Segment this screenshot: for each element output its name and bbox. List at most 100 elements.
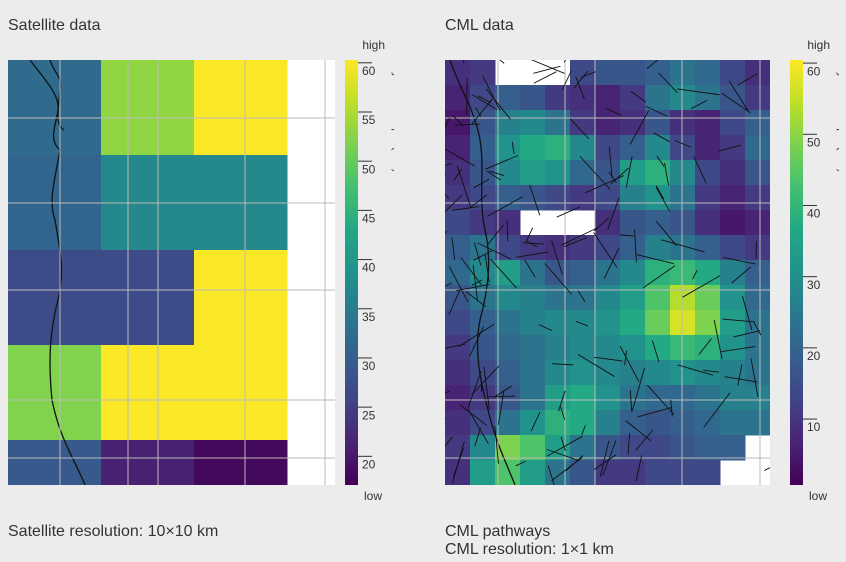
colorbar-tick-label: 35 [362, 310, 376, 324]
heatmap-cell [745, 410, 771, 436]
heatmap-cell [495, 310, 521, 336]
heatmap-cell [495, 285, 521, 311]
cml-pathway [419, 169, 448, 199]
heatmap-cell [545, 160, 571, 186]
heatmap-cell [520, 160, 546, 186]
heatmap-cell [745, 135, 771, 161]
heatmap-cell [620, 310, 646, 336]
colorbar-label: daily rainfall depth (mm) [391, 55, 403, 172]
heatmap-cell [595, 285, 621, 311]
heatmap-cell [570, 185, 596, 211]
heatmap-cell [194, 250, 288, 346]
heatmap-cell [445, 185, 471, 211]
heatmap-cell [595, 310, 621, 336]
colorbar-low: low [364, 489, 382, 503]
heatmap-cell [645, 85, 671, 111]
heatmap-cell [445, 310, 471, 336]
heatmap-cell [520, 185, 546, 211]
heatmap-cell [745, 235, 771, 261]
heatmap-cell [595, 60, 621, 86]
heatmap-cell [495, 260, 521, 286]
heatmap-cell [470, 360, 496, 386]
heatmap-cell [570, 385, 596, 411]
heatmap-cell [670, 210, 696, 236]
heatmap-cell [695, 110, 721, 136]
cml-pathway [413, 231, 447, 256]
heatmap-cell [8, 250, 102, 346]
heatmap-cell [470, 435, 496, 461]
heatmap-cell [695, 235, 721, 261]
heatmap-cell [570, 260, 596, 286]
heatmap-cell [595, 335, 621, 361]
heatmap-cell [570, 435, 596, 461]
heatmap-cell [645, 360, 671, 386]
heatmap-cell [495, 110, 521, 136]
heatmap-cell [745, 260, 771, 286]
heatmap-cell [620, 235, 646, 261]
heatmap-cell [670, 460, 696, 486]
heatmap-cell [595, 385, 621, 411]
heatmap-cell [445, 235, 471, 261]
heatmap-cell [495, 335, 521, 361]
heatmap-cell [545, 235, 571, 261]
heatmap-cell [695, 260, 721, 286]
colorbar-tick-label: 40 [807, 207, 821, 221]
heatmap-cell [520, 385, 546, 411]
heatmap-cell [670, 435, 696, 461]
heatmap-cell [695, 335, 721, 361]
heatmap-cell [670, 185, 696, 211]
heatmap-cell [695, 360, 721, 386]
heatmap-cell [194, 60, 288, 156]
heatmap-cell [520, 310, 546, 336]
heatmap-cell [194, 345, 288, 441]
cml-pathway [437, 175, 446, 197]
heatmap-cell [670, 135, 696, 161]
colorbar-tick-label: 10 [807, 420, 821, 434]
heatmap-cell [520, 410, 546, 436]
heatmap-cell [720, 185, 746, 211]
heatmap-cell [695, 185, 721, 211]
heatmap-cell [520, 235, 546, 261]
heatmap-cell [470, 235, 496, 261]
caption: Satellite resolution: 10×10 km [8, 523, 218, 540]
heatmap-cell [670, 160, 696, 186]
heatmap-cell [8, 345, 102, 441]
heatmap-cell [470, 135, 496, 161]
heatmap-cell [620, 85, 646, 111]
colorbar-tick-label: 30 [362, 359, 376, 373]
caption: CML pathways [445, 523, 550, 540]
heatmap-cell [620, 185, 646, 211]
heatmap-cell [620, 60, 646, 86]
cml-pathway [435, 220, 445, 229]
heatmap-cell [695, 85, 721, 111]
heatmap-cell [595, 210, 621, 236]
heatmap-cell [670, 110, 696, 136]
heatmap-cell [545, 460, 571, 486]
heatmap-cell [645, 235, 671, 261]
colorbar-high: high [807, 38, 830, 52]
heatmap-cell [620, 410, 646, 436]
colorbar-tick-label: 60 [807, 64, 821, 78]
heatmap-cell [745, 210, 771, 236]
heatmap-cell [545, 185, 571, 211]
caption: CML resolution: 1×1 km [445, 541, 614, 558]
panel-title: Satellite data [8, 17, 101, 34]
heatmap-cell [595, 235, 621, 261]
colorbar-tick-label: 45 [362, 212, 376, 226]
heatmap-cell [470, 460, 496, 486]
colorbar-tick-label: 60 [362, 64, 376, 78]
colorbar-tick-label: 40 [362, 261, 376, 275]
heatmap-cell [520, 435, 546, 461]
heatmap-cell [695, 435, 721, 461]
heatmap-cell [745, 85, 771, 111]
colorbar-tick-label: 20 [807, 349, 821, 363]
heatmap-cell [595, 160, 621, 186]
heatmap-cell [545, 135, 571, 161]
heatmap-cell [595, 185, 621, 211]
cml-pathway [507, 220, 508, 242]
heatmap-cell [695, 160, 721, 186]
heatmap-cell [545, 85, 571, 111]
heatmap-cell [695, 210, 721, 236]
heatmap-cell [695, 60, 721, 86]
heatmap-cell [545, 385, 571, 411]
